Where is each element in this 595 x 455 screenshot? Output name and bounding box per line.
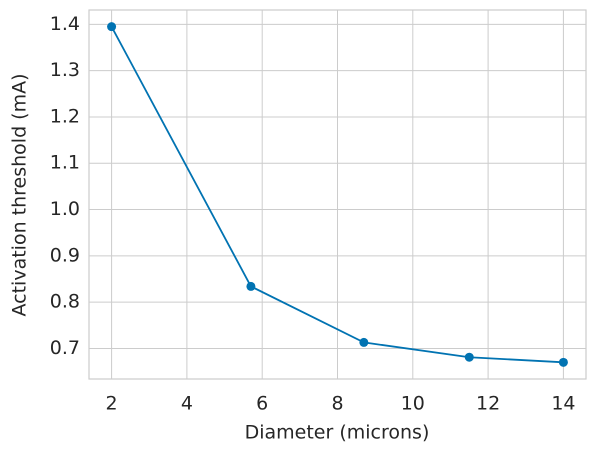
x-tick-label: 10 xyxy=(401,393,425,415)
x-tick-label: 12 xyxy=(476,393,500,415)
y-tick-label: 1.4 xyxy=(50,13,80,35)
data-point xyxy=(464,352,474,362)
x-axis-label: Diameter (microns) xyxy=(245,422,430,444)
y-tick-label: 0.9 xyxy=(50,244,80,266)
data-point xyxy=(246,281,256,291)
y-tick-label: 1.2 xyxy=(50,105,80,127)
x-tick-label: 6 xyxy=(256,393,268,415)
x-tick-label: 2 xyxy=(106,393,118,415)
data-point xyxy=(359,337,369,347)
data-point xyxy=(558,357,568,367)
y-tick-label: 1.1 xyxy=(50,152,80,174)
y-tick-label: 0.7 xyxy=(50,337,80,359)
x-tick-label: 4 xyxy=(181,393,193,415)
x-tick-label: 14 xyxy=(551,393,575,415)
y-axis-label: Activation threshold (mA) xyxy=(9,73,31,316)
data-point xyxy=(107,22,117,32)
x-tick-label: 8 xyxy=(331,393,343,415)
y-tick-label: 1.3 xyxy=(50,59,80,81)
y-tick-label: 1.0 xyxy=(50,198,80,220)
y-tick-label: 0.8 xyxy=(50,291,80,313)
